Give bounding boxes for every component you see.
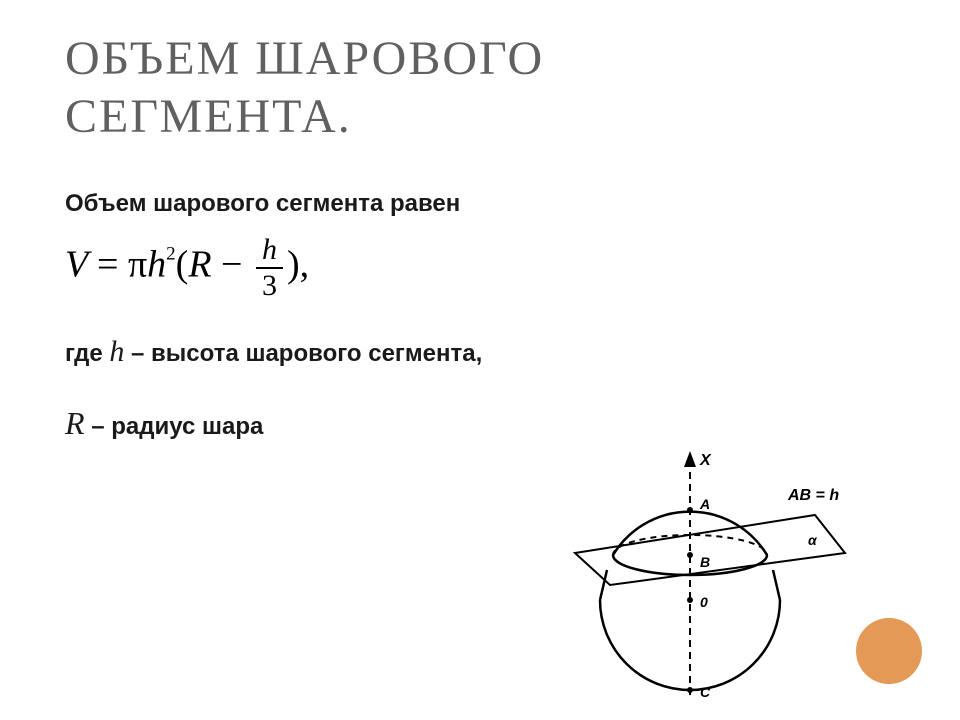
where-R-symbol: R <box>65 405 85 441</box>
where-h-prefix: где <box>65 340 109 367</box>
sphere-side-right <box>773 570 780 600</box>
label-A: A <box>699 496 710 512</box>
point-B-dot <box>687 552 693 558</box>
label-AB-eq-h: AB = h <box>787 487 839 504</box>
formula-R: R <box>188 244 211 286</box>
axis-label: X <box>699 452 712 469</box>
formula-frac-num: h <box>256 235 283 269</box>
accent-dot-icon <box>856 618 922 684</box>
where-h-rest: – высота шарового сегмента, <box>124 340 482 367</box>
statement-text: Объем шарового сегмента равен <box>65 190 460 218</box>
slide-title: ОБЪЕМ ШАРОВОГО СЕГМЕНТА. <box>65 30 544 145</box>
formula-fraction: h 3 <box>256 235 283 301</box>
sphere-side-left <box>600 570 607 600</box>
axis-arrowhead <box>684 451 696 467</box>
label-O: 0 <box>700 594 708 610</box>
formula-open: ( <box>176 244 189 286</box>
where-h-symbol: h <box>109 335 124 368</box>
where-R-rest: – радиус шара <box>85 413 264 440</box>
point-C-dot <box>687 687 693 693</box>
sphere-segment-diagram: X A B 0 C α AB = h <box>540 445 860 705</box>
label-plane: α <box>808 532 818 548</box>
formula-h-exp: 2 <box>166 244 176 265</box>
formula-pi: π <box>128 244 147 286</box>
title-line-2: СЕГМЕНТА. <box>65 90 352 143</box>
label-B: B <box>700 554 710 570</box>
label-C: C <box>700 684 711 700</box>
formula-minus: − <box>221 244 242 286</box>
formula-eq: = <box>97 244 118 286</box>
formula-h: h <box>147 244 166 286</box>
point-A-dot <box>687 507 693 513</box>
where-R-line: R – радиус шара <box>65 405 263 442</box>
where-h-line: где h – высота шарового сегмента, <box>65 335 482 369</box>
formula-frac-den: 3 <box>256 269 283 301</box>
slide: ОБЪЕМ ШАРОВОГО СЕГМЕНТА. Объем шарового … <box>0 0 960 720</box>
formula-close: ), <box>287 244 309 286</box>
volume-formula: V = πh2(R − h 3 ), <box>65 235 309 301</box>
title-line-1: ОБЪЕМ ШАРОВОГО <box>65 32 544 85</box>
formula-lhs: V <box>65 244 88 286</box>
point-O-dot <box>687 597 693 603</box>
